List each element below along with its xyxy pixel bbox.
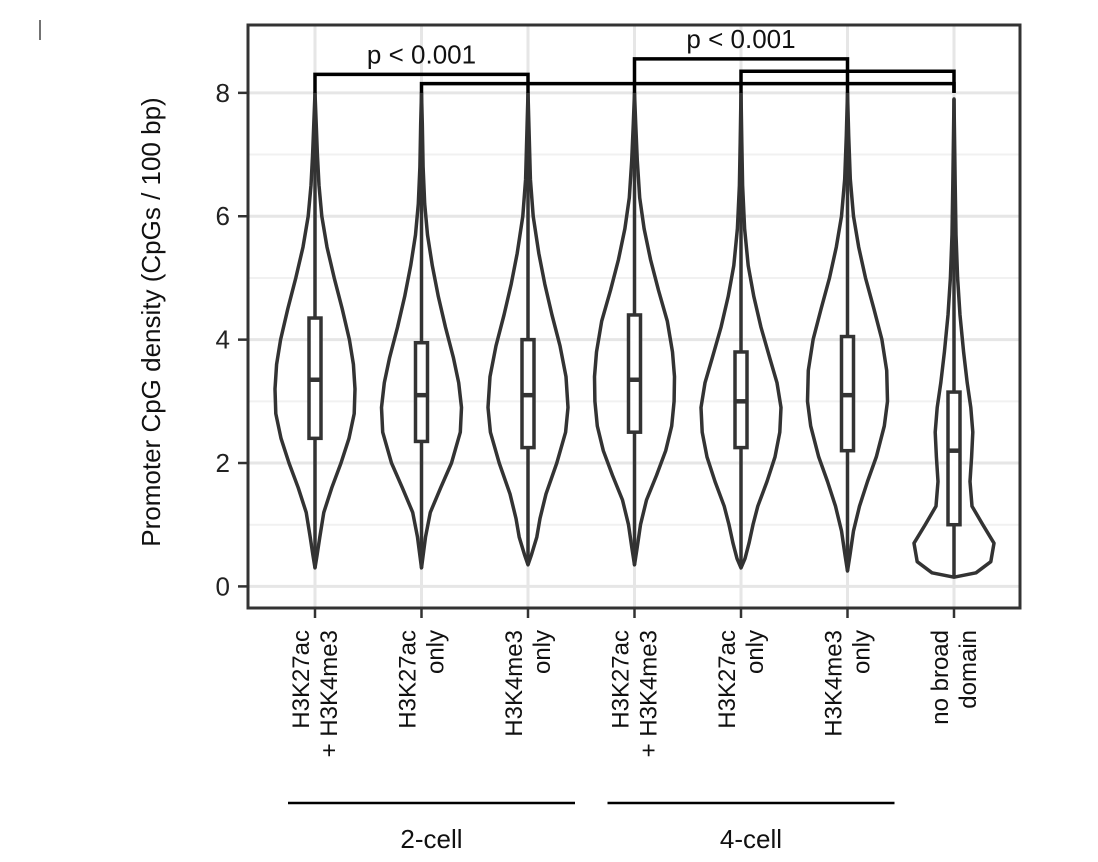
y-tick-label: 0 [216,571,230,601]
x-category-label: only [529,630,556,674]
y-tick-label: 4 [216,325,230,355]
boxplots [307,92,962,578]
p-value-label: p < 0.001 [686,24,795,54]
box-iqr [413,340,430,444]
x-category-label: H3K4me3 [501,630,528,737]
y-tick-label: 6 [216,201,230,231]
group-label: 2-cell [400,824,462,854]
p-value-label: p < 0.001 [367,39,476,69]
x-category-label: no broad [927,630,954,725]
x-axis: H3K27ac + H3K4me3 H3K27ac only H3K4me3 only H3… [288,608,982,757]
y-axis: 0 2 4 6 8 [216,78,248,601]
x-category-label: + H3K4me3 [316,630,343,757]
x-category-label: only [849,630,876,674]
x-category-label: H3K27ac [714,630,741,729]
group-annotations: 2-cell 4-cell [288,801,895,854]
box-iqr [946,390,962,527]
x-category-label: H3K4me3 [821,630,848,737]
x-category-label: H3K27ac [395,630,422,729]
x-category-label: H3K27ac [608,630,635,729]
group-label: 4-cell [720,824,782,854]
significance-bracket [632,57,850,93]
box-iqr [626,313,643,434]
violin [912,97,996,579]
x-category-label: + H3K4me3 [636,630,663,757]
y-axis-title: Promoter CpG density (CpGs / 100 bp) [136,97,166,546]
x-category-label: only [742,630,769,674]
y-tick-label: 8 [216,78,230,108]
significance-bracket [739,69,956,93]
y-tick-label: 2 [216,448,230,478]
x-category-label: domain [955,630,982,709]
significance-brackets: p < 0.001 p < 0.001 [313,24,956,93]
x-category-label: only [423,630,450,674]
x-category-label: H3K27ac [288,630,315,729]
